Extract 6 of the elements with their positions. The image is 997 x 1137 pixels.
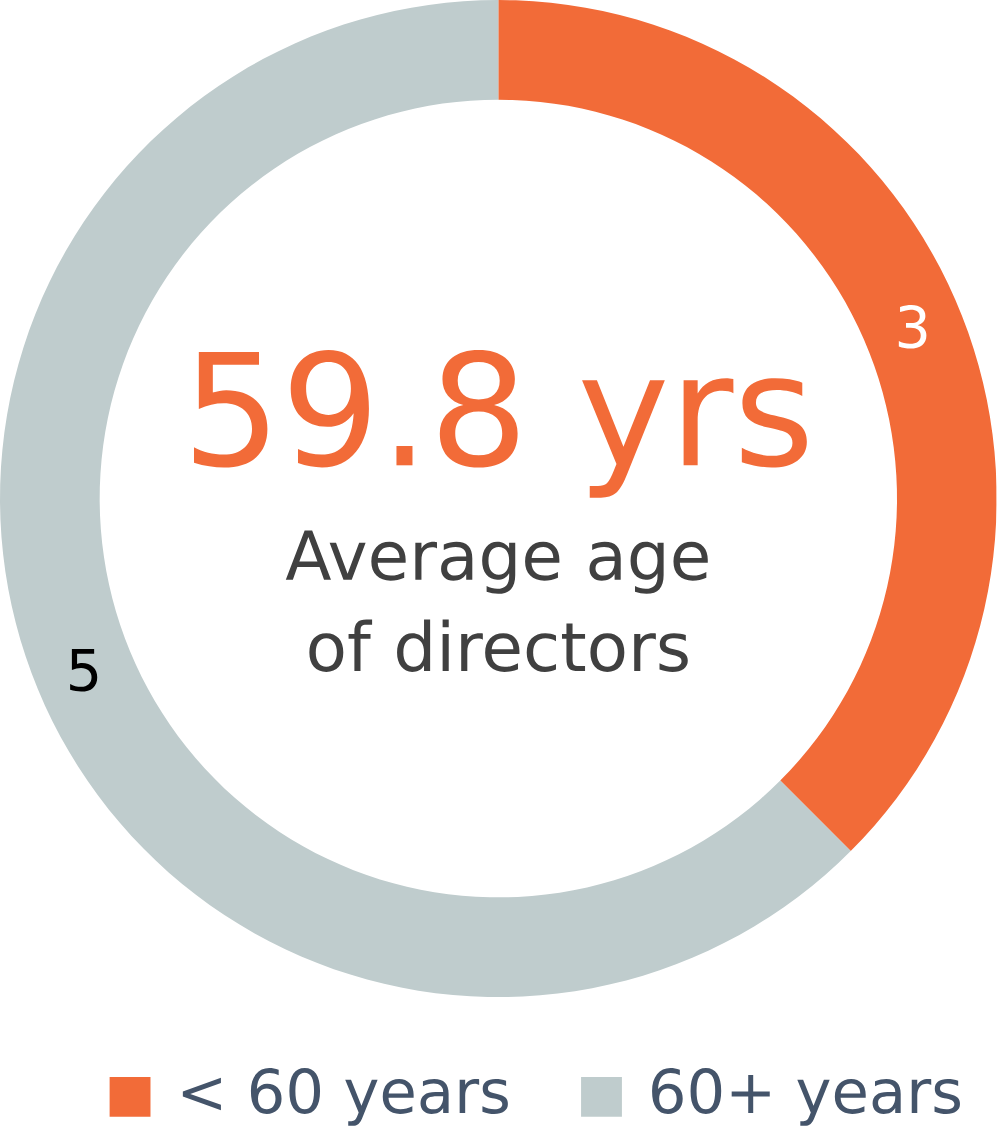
data-label: 3 xyxy=(899,305,927,349)
legend-label: 60+ years xyxy=(652,1067,961,1126)
legend-label: < 60 years xyxy=(183,1067,509,1126)
text: Average age of directors xyxy=(286,530,708,672)
text: 59.8 yrs xyxy=(194,349,808,498)
data-label: 5 xyxy=(70,648,98,692)
